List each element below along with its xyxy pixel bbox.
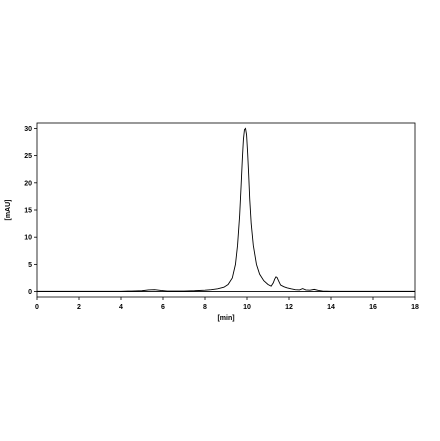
x-tick-label: 12 <box>285 304 293 311</box>
plot-frame <box>36 122 416 298</box>
chromatogram-trace <box>37 127 415 292</box>
y-tick-label: 5 <box>28 262 32 269</box>
y-tick-label: 20 <box>24 180 32 187</box>
x-tick-label: 0 <box>35 304 39 311</box>
x-tick-label: 10 <box>243 304 251 311</box>
x-tick-label: 8 <box>203 304 207 311</box>
y-tick-label: 0 <box>28 289 32 296</box>
y-axis-label: [mAU] <box>5 200 12 221</box>
x-tick-label: 2 <box>77 304 81 311</box>
x-tick-label: 14 <box>327 304 335 311</box>
y-tick-label: 30 <box>24 126 32 133</box>
x-tick-label: 16 <box>369 304 377 311</box>
x-axis-label: [min] <box>217 315 234 322</box>
x-axis-ticks: 0 2 4 6 8 10 12 14 16 18 <box>35 297 419 311</box>
y-tick-label: 10 <box>24 235 32 242</box>
y-axis-ticks: 0 5 10 15 20 25 30 <box>24 126 37 296</box>
x-tick-label: 6 <box>161 304 165 311</box>
y-tick-label: 15 <box>24 208 32 215</box>
y-tick-label: 25 <box>24 153 32 160</box>
x-tick-label: 4 <box>119 304 123 311</box>
x-tick-label: 18 <box>411 304 419 311</box>
